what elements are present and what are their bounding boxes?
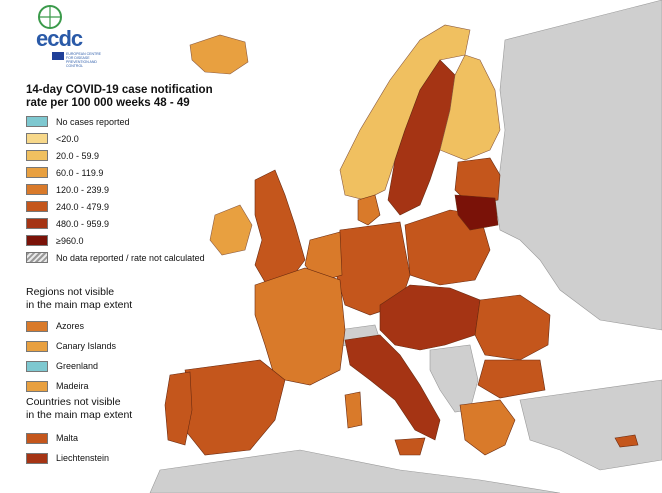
bulgaria: [477, 359, 546, 399]
denmark: [357, 194, 381, 226]
ireland: [209, 204, 253, 256]
legend-label: Greenland: [56, 361, 99, 371]
legend-label: Liechtenstein: [56, 453, 110, 463]
legend-item: No cases reported: [26, 113, 205, 130]
legend-label: 20.0 - 59.9: [56, 150, 100, 161]
legend-item: ≥960.0: [26, 232, 205, 249]
color-swatch: [26, 184, 48, 195]
legend-label: Canary Islands: [56, 341, 117, 351]
color-swatch: [26, 150, 48, 161]
ecdc-logo-icon: [38, 5, 62, 29]
romania: [474, 294, 551, 361]
legend-item: Madeira: [26, 376, 116, 396]
legend-label: No cases reported: [56, 116, 130, 127]
color-swatch: [26, 116, 48, 127]
legend-item: Greenland: [26, 356, 116, 376]
central-europe: [379, 284, 481, 351]
countries-section-title: Countries not visible in the main map ex…: [26, 396, 133, 421]
legend-item: No data reported / rate not calculated: [26, 249, 205, 266]
regions-section-title: Regions not visible in the main map exte…: [26, 286, 133, 311]
color-swatch: [26, 201, 48, 212]
legend-item: <20.0: [26, 130, 205, 147]
legend-item: 60.0 - 119.9: [26, 164, 205, 181]
legend-label: 120.0 - 239.9: [56, 184, 110, 195]
finland: [439, 54, 501, 161]
legend-label: 240.0 - 479.9: [56, 201, 110, 212]
italy: [344, 334, 441, 441]
legend-label: Azores: [56, 321, 85, 331]
color-swatch: [26, 218, 48, 229]
cyprus: [614, 434, 639, 448]
color-swatch: [26, 235, 48, 246]
united-kingdom: [254, 169, 306, 283]
logo-subtext: EUROPEAN CENTRE FOR DISEASE PREVENTION A…: [66, 52, 102, 68]
portugal: [164, 371, 193, 446]
color-swatch: [26, 133, 48, 144]
color-swatch: [26, 452, 48, 464]
color-swatch: [26, 380, 48, 392]
legend-label: <20.0: [56, 133, 79, 144]
legend-label: Malta: [56, 433, 79, 443]
legend-item: 120.0 - 239.9: [26, 181, 205, 198]
non-eu-land: [149, 0, 662, 493]
sardinia: [344, 391, 363, 429]
legend-label: ≥960.0: [56, 235, 84, 246]
greece: [459, 399, 516, 456]
legend-item: 480.0 - 959.9: [26, 215, 205, 232]
legend-label: No data reported / rate not calculated: [56, 252, 205, 263]
logo-wordmark: ecdc: [36, 26, 83, 51]
legend-item: Azores: [26, 316, 116, 336]
color-swatch: [26, 360, 48, 372]
baltics: [454, 157, 501, 206]
legend-label: Madeira: [56, 381, 89, 391]
legend-item: Canary Islands: [26, 336, 116, 356]
legend-item: Malta: [26, 428, 109, 448]
iceland: [189, 34, 249, 75]
legend-title: 14-day COVID-19 case notification rate p…: [26, 84, 213, 109]
legend-item: 240.0 - 479.9: [26, 198, 205, 215]
color-swatch: [26, 320, 48, 332]
regions-list: Azores Canary Islands Greenland Madeira: [26, 316, 116, 396]
legend-label: 60.0 - 119.9: [56, 167, 104, 178]
legend-item: Liechtenstein: [26, 448, 109, 468]
legend: No cases reported <20.0 20.0 - 59.9 60.0 - …: [26, 113, 205, 266]
color-swatch: [26, 340, 48, 352]
legend-label: 480.0 - 959.9: [56, 218, 110, 229]
countries-list: Malta Liechtenstein: [26, 428, 109, 468]
color-swatch: [26, 252, 48, 263]
sicily: [394, 437, 426, 456]
eu-flag-icon: [52, 52, 64, 60]
spain: [184, 359, 286, 456]
legend-item: 20.0 - 59.9: [26, 147, 205, 164]
lithuania: [454, 194, 499, 231]
france: [254, 267, 346, 386]
color-swatch: [26, 167, 48, 178]
ecdc-logo: ecdc EUROPEAN CENTRE FOR DISEASE PREVENT…: [26, 4, 106, 68]
color-swatch: [26, 432, 48, 444]
